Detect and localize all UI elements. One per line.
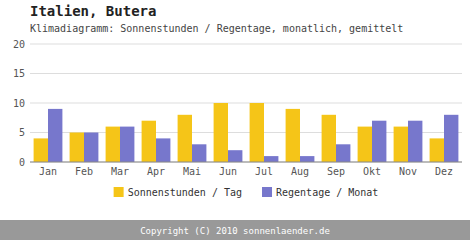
x-tick-label: Mai xyxy=(183,166,201,177)
grid-line xyxy=(30,73,462,74)
legend-label: Regentage / Monat xyxy=(276,187,378,198)
bar xyxy=(264,156,278,162)
legend-swatch xyxy=(114,187,124,197)
bar xyxy=(228,150,242,162)
bar xyxy=(214,103,228,162)
legend-label: Sonnenstunden / Tag xyxy=(128,187,242,198)
bar xyxy=(430,138,444,162)
bar xyxy=(336,144,350,162)
grid-line xyxy=(30,162,462,163)
x-tick-label: Aug xyxy=(291,166,309,177)
x-tick-label: Jan xyxy=(39,166,57,177)
grid xyxy=(30,44,462,162)
x-tick-label: Nov xyxy=(399,166,417,177)
bar xyxy=(48,109,62,162)
bar xyxy=(408,121,422,162)
x-tick-label: Feb xyxy=(75,166,93,177)
bar xyxy=(84,133,98,163)
bar xyxy=(70,133,84,163)
chart: Italien, Butera Klimadiagramm: Sonnenstun… xyxy=(0,0,470,240)
grid-line xyxy=(30,44,462,45)
x-tick-label: Okt xyxy=(363,166,381,177)
bar xyxy=(34,138,48,162)
bar xyxy=(106,127,120,162)
x-tick-label: Dez xyxy=(435,166,453,177)
bar xyxy=(250,103,264,162)
grid-line xyxy=(30,103,462,104)
legend-swatch xyxy=(262,187,272,197)
y-tick-label: 10 xyxy=(13,98,25,109)
bar xyxy=(142,121,156,162)
y-tick-label: 5 xyxy=(19,127,25,138)
x-tick-label: Sep xyxy=(327,166,345,177)
bar xyxy=(372,121,386,162)
x-axis xyxy=(30,162,462,163)
legend-item: Sonnenstunden / Tag xyxy=(114,187,242,198)
legend: Sonnenstunden / Tag Regentage / Monat xyxy=(114,187,379,198)
bar xyxy=(286,109,300,162)
bar xyxy=(192,144,206,162)
title: Italien, Butera xyxy=(30,3,156,19)
y-tick-label: 15 xyxy=(13,68,25,79)
y-tick-label: 20 xyxy=(13,39,25,50)
bar xyxy=(300,156,314,162)
bar xyxy=(394,127,408,162)
y-tick-label: 0 xyxy=(19,157,25,168)
bar xyxy=(444,115,458,162)
bar xyxy=(322,115,336,162)
bar xyxy=(178,115,192,162)
bar xyxy=(120,127,134,162)
subtitle: Klimadiagramm: Sonnenstunden / Regentage… xyxy=(30,23,403,34)
bars xyxy=(34,103,459,162)
x-tick-label: Apr xyxy=(147,166,165,177)
footer-band xyxy=(0,220,470,240)
bar xyxy=(358,127,372,162)
x-tick-label: Jul xyxy=(255,166,273,177)
footer: Copyright (C) 2010 sonnenlaender.de xyxy=(140,226,330,236)
legend-item: Regentage / Monat xyxy=(262,187,378,198)
x-tick-label: Mar xyxy=(111,166,129,177)
bar xyxy=(156,138,170,162)
x-tick-label: Jun xyxy=(219,166,237,177)
